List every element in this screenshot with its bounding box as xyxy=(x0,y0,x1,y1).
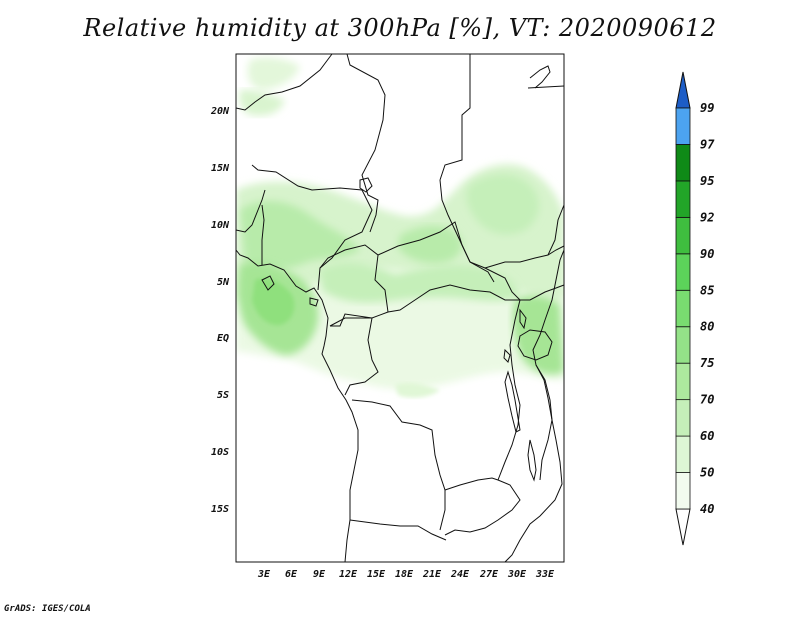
kivu xyxy=(503,348,511,363)
border-algeria-libya xyxy=(235,53,333,111)
colorbar-swatch xyxy=(675,180,691,218)
colorbar-label: 75 xyxy=(700,356,714,370)
lon-tick: 15E xyxy=(367,569,386,580)
colorbar-label: 95 xyxy=(700,174,714,188)
border-ethiopia xyxy=(547,204,565,256)
colorbar-swatch xyxy=(675,144,691,182)
lon-tick: 9E xyxy=(313,569,326,580)
colorbar: 40 50 60 70 75 80 85 90 92 95 97 99 xyxy=(675,71,715,546)
egypt-border xyxy=(527,85,565,89)
red-sea-coast xyxy=(529,65,551,89)
colorbar-label: 92 xyxy=(700,210,714,224)
border-chad-niger xyxy=(346,53,386,233)
lon-tick: 24E xyxy=(450,569,470,580)
border-benin xyxy=(261,204,265,265)
border-sudan-south xyxy=(484,245,565,269)
border-drc-angola xyxy=(351,399,446,531)
border-angola-south xyxy=(349,519,447,541)
colorbar-label: 70 xyxy=(700,393,714,407)
lat-tick: 5N xyxy=(217,277,230,288)
colorbar-swatch xyxy=(675,399,691,437)
colorbar-label: 50 xyxy=(700,466,714,480)
lon-tick: 30E xyxy=(507,569,527,580)
lake-victoria xyxy=(517,329,553,361)
map-frame xyxy=(235,53,565,563)
map-outline xyxy=(235,53,565,563)
lat-axis: 20N 15N 10N 5N EQ 5S 10S 15S xyxy=(210,106,230,515)
lat-tick: 15N xyxy=(211,163,230,174)
lon-tick: 33E xyxy=(535,569,555,580)
coastline xyxy=(236,249,359,562)
lat-tick: 10N xyxy=(211,220,230,231)
colorbar-label: 90 xyxy=(700,247,714,261)
border-sudan-chad xyxy=(439,179,495,283)
border-zambia xyxy=(444,477,521,536)
border-drc-east xyxy=(497,299,521,481)
lon-tick: 12E xyxy=(339,569,358,580)
lake-chad xyxy=(359,177,373,193)
border-congo xyxy=(329,317,379,396)
border-westafrica xyxy=(235,189,266,233)
colorbar-label: 97 xyxy=(700,137,715,151)
lon-tick: 27E xyxy=(479,569,499,580)
lake-albert xyxy=(519,308,527,330)
lake-tanganyika xyxy=(504,370,521,433)
border-cameroon xyxy=(319,244,389,327)
lon-tick: 18E xyxy=(395,569,414,580)
colorbar-label: 60 xyxy=(700,429,714,443)
border-drc-north xyxy=(387,284,520,313)
coastline-east xyxy=(504,249,564,562)
colorbar-label: 85 xyxy=(700,283,714,297)
lat-tick: 15S xyxy=(211,504,229,515)
humidity-shading xyxy=(236,57,564,398)
border-nigeria xyxy=(251,164,373,291)
lat-tick: EQ xyxy=(217,333,229,344)
islands xyxy=(309,297,319,307)
lat-tick: 10S xyxy=(211,447,229,458)
colorbar-swatch xyxy=(675,362,691,401)
colorbar-label: 80 xyxy=(700,320,714,334)
colorbar-swatch xyxy=(675,435,691,473)
lat-tick: 5S xyxy=(217,390,229,401)
colorbar-swatch xyxy=(675,216,691,255)
lon-tick: 6E xyxy=(285,569,298,580)
colorbar-swatch xyxy=(675,289,691,328)
colorbar-bottom-arrow xyxy=(675,508,691,546)
border-libya-egypt xyxy=(439,54,471,181)
lon-axis: 3E 6E 9E 12E 15E 18E 21E 24E 27E 30E 33E xyxy=(257,569,555,580)
colorbar-swatch xyxy=(675,107,691,145)
colorbar-swatch xyxy=(675,472,691,510)
lon-tick: 21E xyxy=(422,569,442,580)
colorbar-label: 40 xyxy=(700,502,714,516)
colorbar-swatch xyxy=(675,253,691,291)
lon-tick: 3E xyxy=(257,569,271,580)
lake-volta xyxy=(261,275,275,291)
lat-tick: 20N xyxy=(210,106,230,117)
colorbar-label: 99 xyxy=(700,101,714,115)
map-title: Relative humidity at 300hPa [%], VT: 202… xyxy=(83,14,717,42)
colorbar-swatch xyxy=(675,326,691,364)
colorbar-top-arrow xyxy=(675,71,691,109)
grads-credit: GrADS: IGES/COLA xyxy=(4,604,91,614)
border-tanzania xyxy=(535,364,553,481)
lake-malawi xyxy=(527,439,537,482)
